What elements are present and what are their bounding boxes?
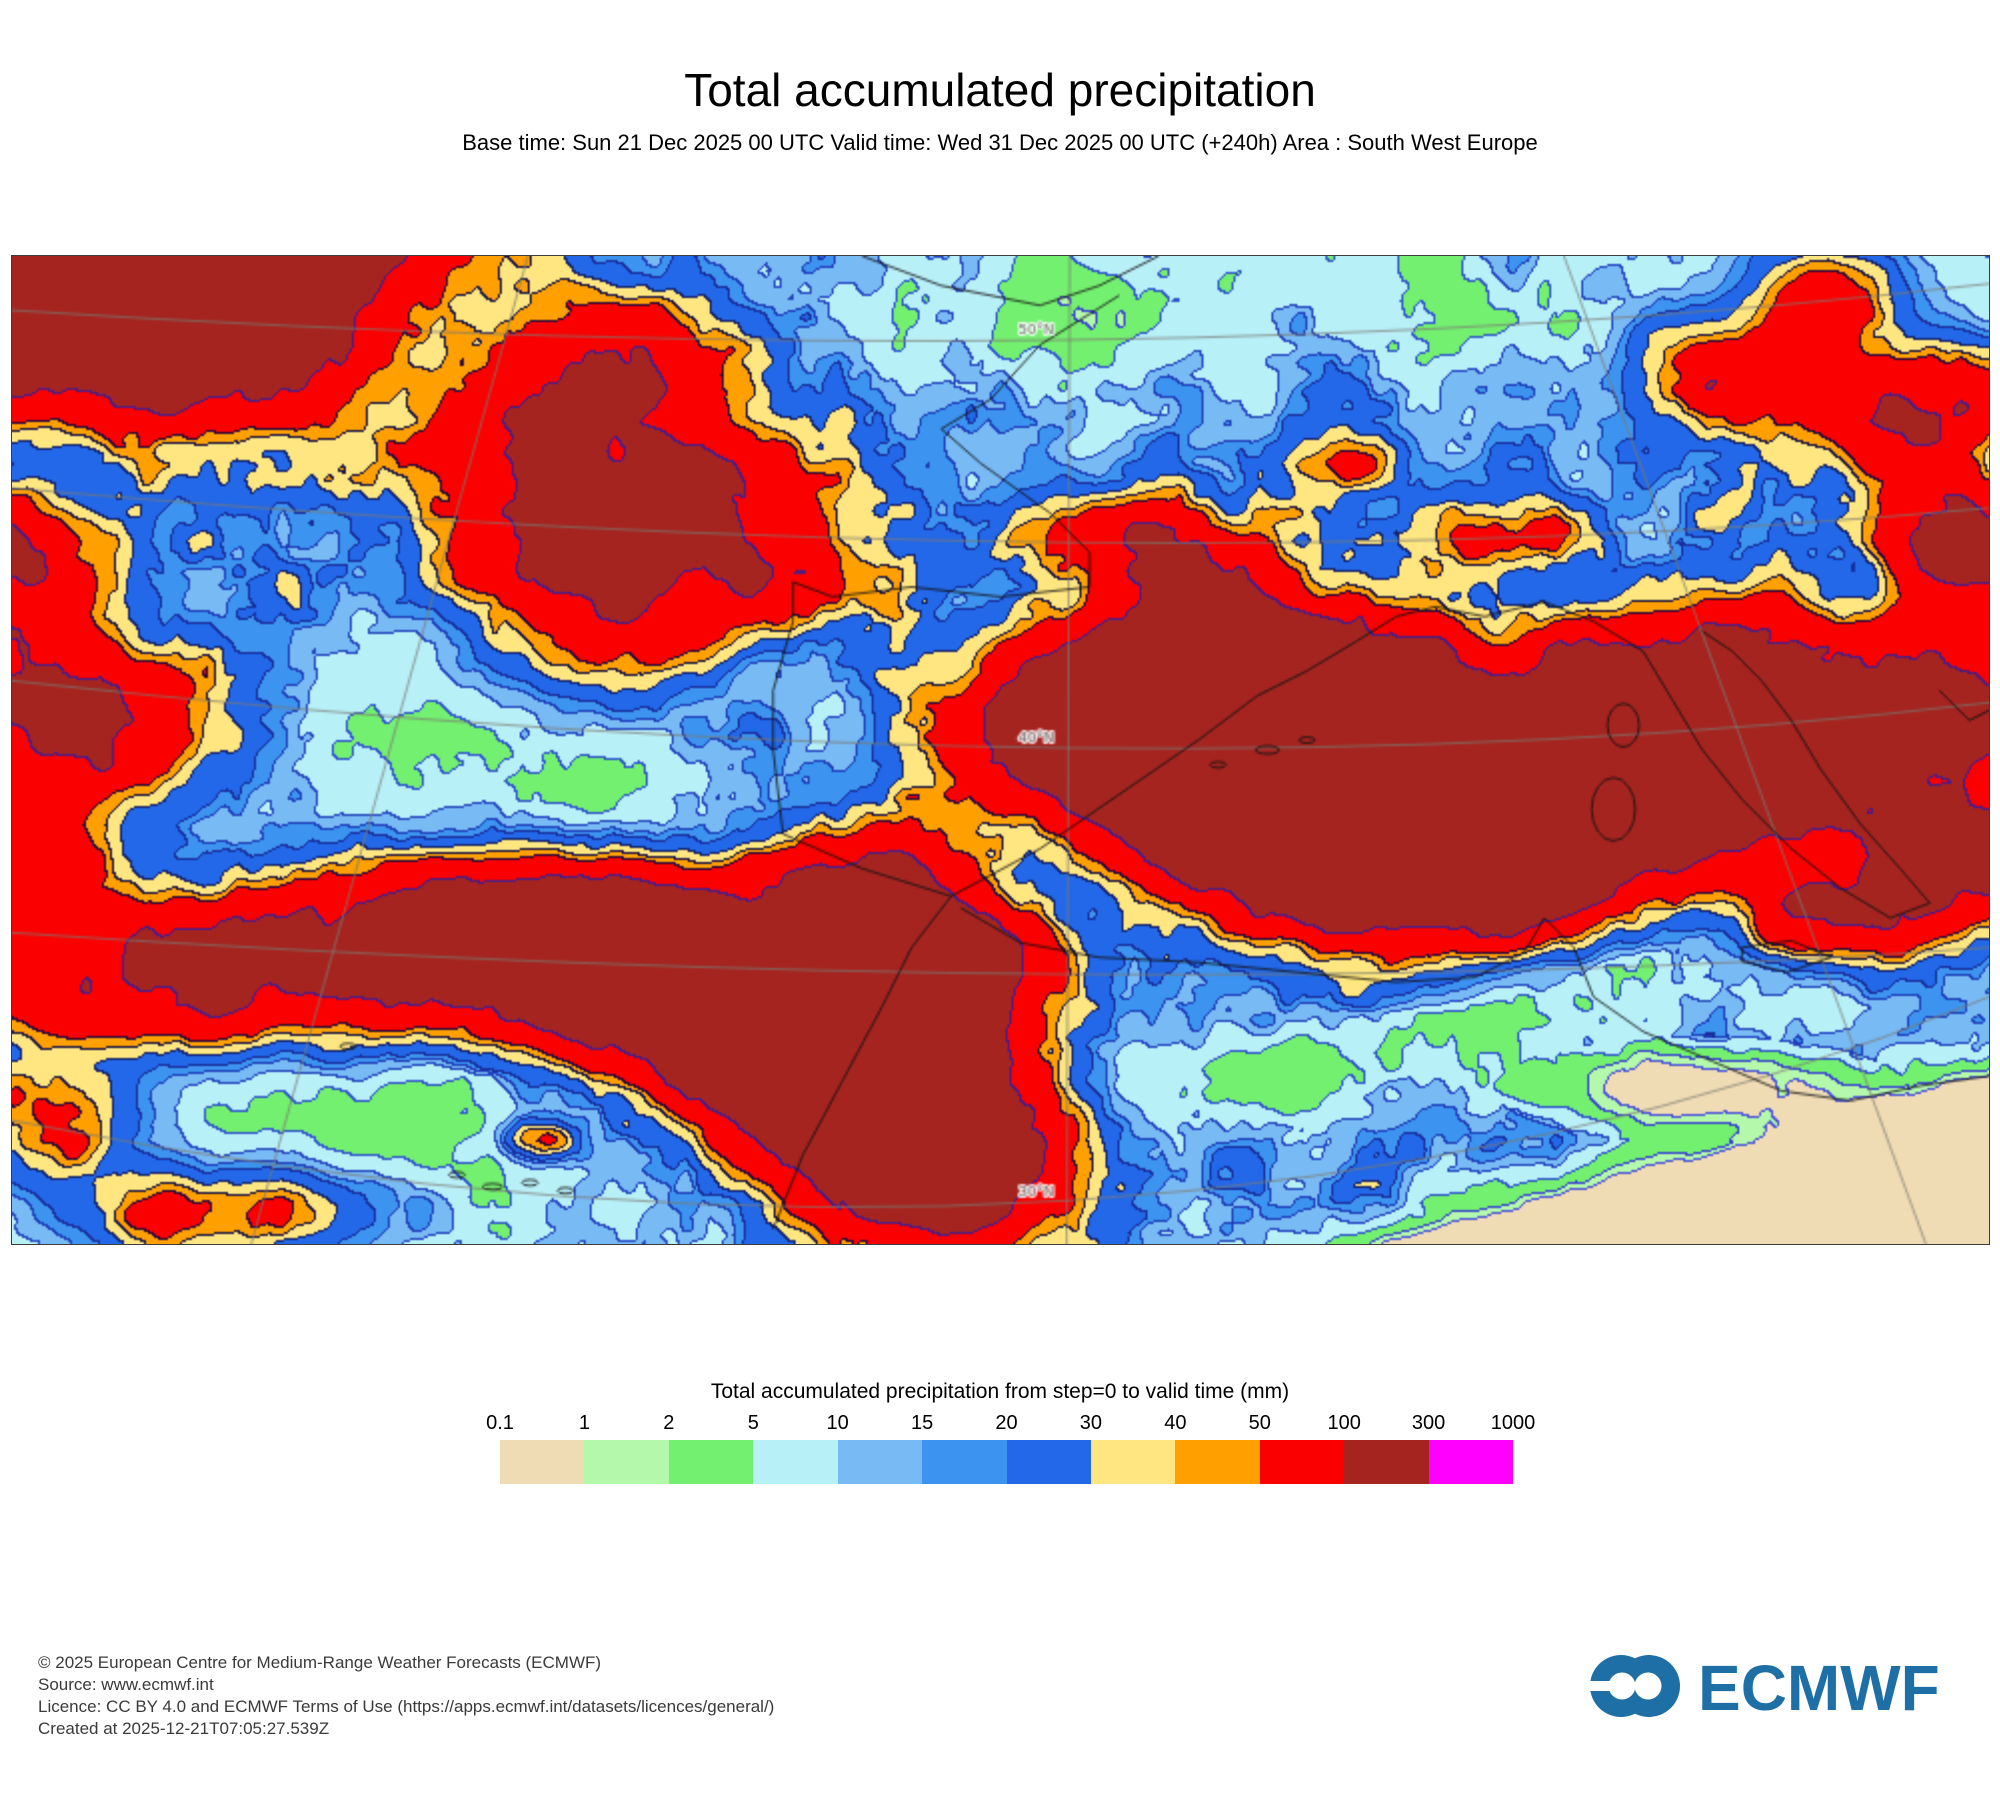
legend-swatch-9 <box>1259 1440 1345 1484</box>
precipitation-map <box>11 255 1990 1245</box>
footer-source: Source: www.ecmwf.int <box>38 1675 214 1694</box>
ecmwf-logo-text: ECMWF <box>1698 1652 1940 1724</box>
legend-tick-label: 30 <box>1079 1412 1103 1434</box>
legend-swatch-11 <box>1428 1440 1514 1484</box>
legend-swatch-7 <box>1090 1440 1176 1484</box>
legend-swatch-4 <box>837 1440 923 1484</box>
legend-tick-label: 1 <box>578 1412 590 1434</box>
legend-swatch-8 <box>1175 1440 1260 1484</box>
legend-tick-label: 0.1 <box>486 1412 514 1434</box>
legend-tick-label: 100 <box>1327 1412 1361 1434</box>
legend-tick-label: 10 <box>826 1412 849 1434</box>
legend-tick-label: 15 <box>910 1412 934 1434</box>
legend-tick-label: 5 <box>747 1412 759 1434</box>
footer-licence: Licence: CC BY 4.0 and ECMWF Terms of Us… <box>38 1697 775 1716</box>
chart-subtitle: Base time: Sun 21 Dec 2025 00 UTC Valid … <box>462 130 1538 155</box>
ecmwf-logo-mark-icon <box>1588 1650 1682 1727</box>
footer-copyright: © 2025 European Centre for Medium-Range … <box>38 1653 602 1672</box>
legend-colorbar <box>500 1440 1514 1484</box>
legend-swatch-3 <box>753 1440 838 1484</box>
legend-title: Total accumulated precipitation from ste… <box>710 1380 1290 1403</box>
precipitation-map-canvas <box>12 256 1989 1244</box>
footer-created-at: Created at 2025-12-21T07:05:27.539Z <box>38 1719 330 1738</box>
legend-tick-label: 50 <box>1248 1412 1271 1434</box>
legend-swatch-10 <box>1344 1440 1429 1484</box>
legend-tick-label: 2 <box>663 1412 675 1434</box>
page-title: Total accumulated precipitation <box>684 63 1316 116</box>
ecmwf-logo: ECMWF <box>1588 1648 1940 1728</box>
legend-swatch-2 <box>668 1440 754 1484</box>
legend-tick-label: 40 <box>1164 1412 1187 1434</box>
legend-tick-label: 20 <box>995 1412 1018 1434</box>
legend-tick-label: 1000 <box>1490 1412 1536 1434</box>
legend-swatch-5 <box>922 1440 1007 1484</box>
legend-swatch-0 <box>500 1440 585 1484</box>
legend-tick-labels: 0.1 1 2 5 10 15 20 30 40 50 100 300 1000 <box>486 1412 1535 1436</box>
legend-tick-label: 300 <box>1411 1412 1446 1434</box>
legend-swatch-1 <box>584 1440 669 1484</box>
legend-swatch-6 <box>1006 1440 1091 1484</box>
footer-attribution: © 2025 European Centre for Medium-Range … <box>38 1652 774 1740</box>
